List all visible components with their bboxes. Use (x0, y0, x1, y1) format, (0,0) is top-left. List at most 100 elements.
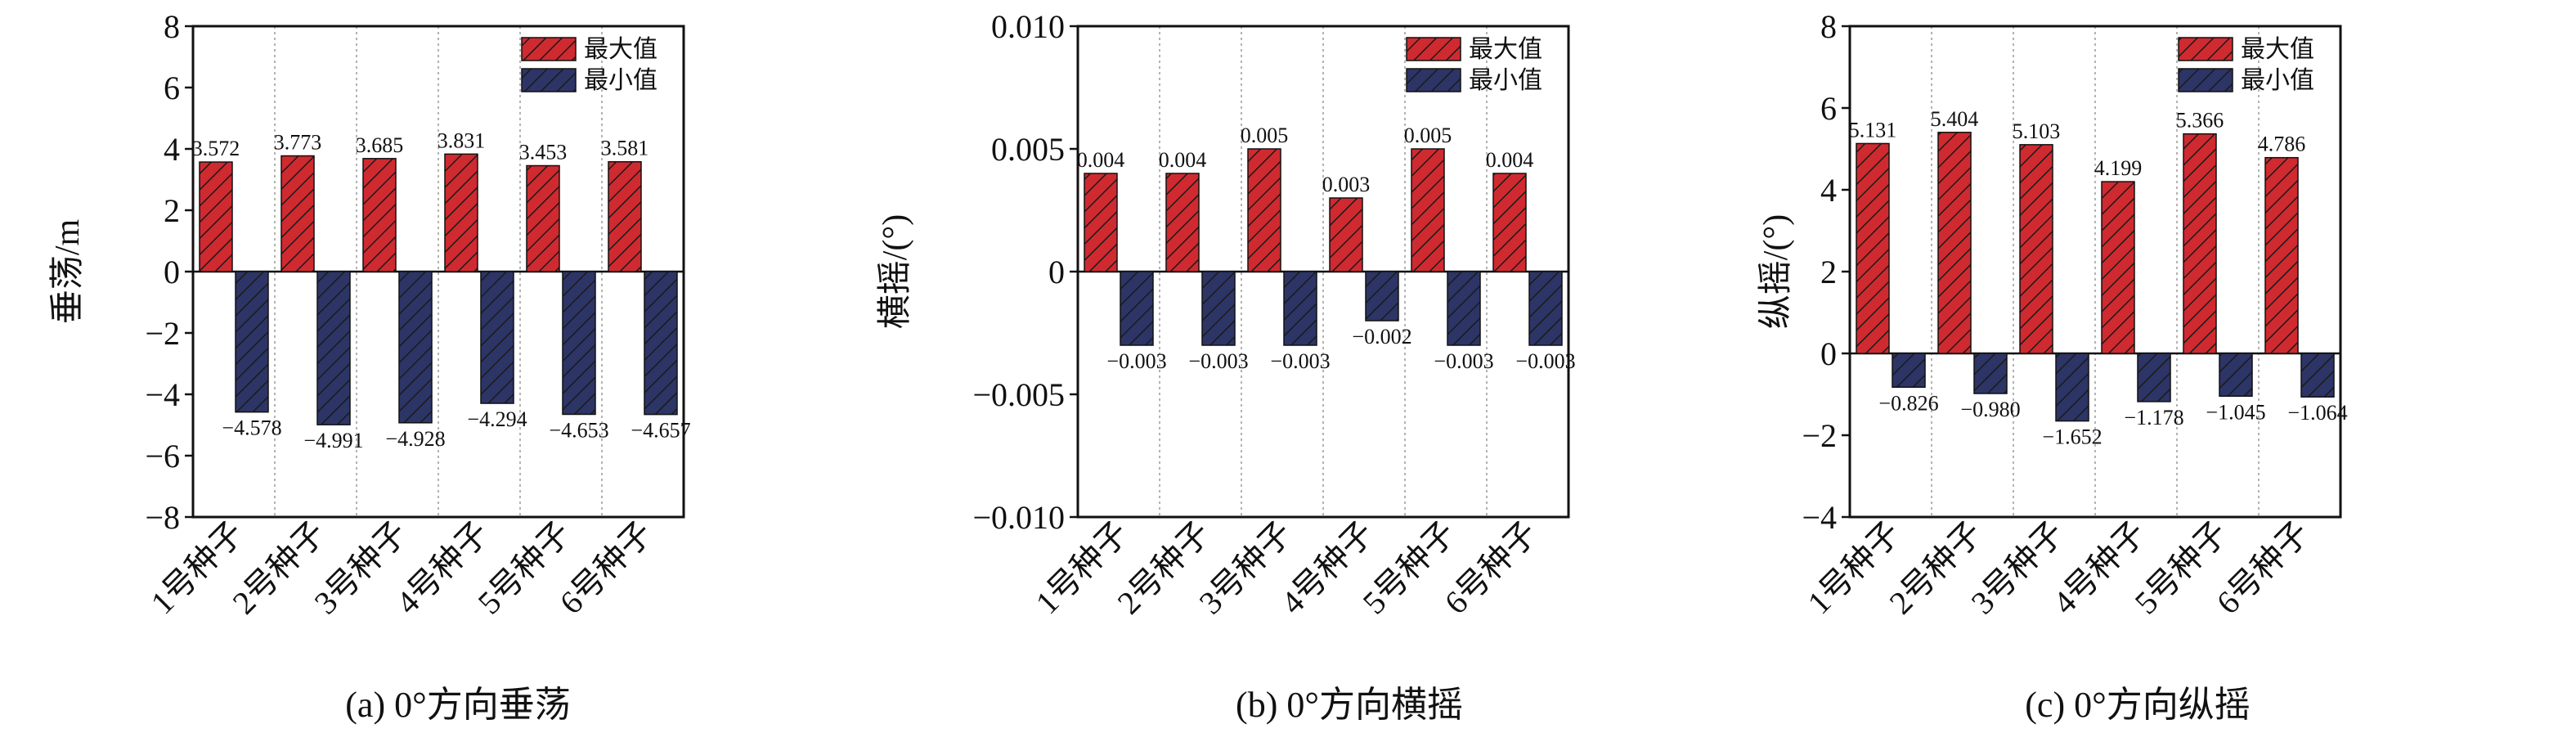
data-label: −0.003 (1270, 349, 1330, 373)
bar-max (2019, 144, 2053, 354)
bar-min (316, 271, 351, 425)
bar-max (608, 160, 642, 272)
bar-max (1492, 173, 1527, 272)
y-axis-title: 垂荡/m (49, 219, 87, 325)
bar-max (2101, 181, 2135, 354)
data-label: −4.294 (467, 407, 527, 431)
data-label: 5.366 (2176, 109, 2224, 133)
data-label: 5.131 (1849, 118, 1897, 142)
data-label: −4.928 (385, 427, 445, 451)
data-label: −4.653 (549, 418, 608, 442)
bar-max (2264, 156, 2299, 354)
data-label: −0.003 (1188, 349, 1248, 373)
bar-min (1892, 353, 1926, 389)
bar-min (2055, 353, 2089, 422)
data-label: −4.578 (222, 416, 281, 440)
legend-swatch-max (521, 37, 577, 61)
panel-caption: (c) 0°方向纵摇 (2025, 685, 2250, 725)
data-label: −1.045 (2206, 400, 2265, 424)
data-label: −0.003 (1515, 349, 1575, 373)
bar-min (1973, 353, 2008, 394)
bar-min (1283, 271, 1317, 346)
data-label: −0.003 (1106, 349, 1166, 373)
data-label: 4.786 (2258, 133, 2306, 156)
legend-label: 最大值 (584, 36, 657, 63)
data-label: −0.003 (1434, 349, 1493, 373)
bar-max (2183, 133, 2217, 354)
y-tick-label: 0 (1820, 335, 1837, 372)
bar-min (398, 271, 433, 424)
y-tick-label: −8 (145, 499, 180, 536)
data-label: −1.652 (2042, 425, 2102, 449)
data-label: −1.178 (2124, 406, 2183, 429)
legend-label: 最大值 (1469, 36, 1542, 63)
y-tick-label: 4 (164, 131, 180, 168)
legend-label: 最小值 (1469, 67, 1542, 94)
y-tick-label: −4 (1802, 499, 1837, 536)
bar-min (1201, 271, 1236, 346)
bar-min (2300, 353, 2335, 398)
bar-min (2219, 353, 2253, 397)
bar-max (1084, 173, 1118, 272)
y-tick-label: 0 (164, 254, 180, 290)
y-tick-label: 0.010 (991, 8, 1065, 45)
y-tick-label: 6 (1820, 90, 1837, 127)
bar-max (1937, 132, 1972, 354)
bar-min (562, 271, 596, 416)
data-label: 0.004 (1159, 148, 1207, 172)
data-label: 3.572 (192, 137, 240, 160)
y-tick-label: 0.005 (991, 131, 1065, 168)
data-label: 3.581 (601, 137, 649, 160)
y-axis-title: 横摇/(°) (877, 214, 914, 329)
y-tick-label: 8 (1820, 8, 1837, 45)
bar-min (1365, 271, 1399, 322)
x-tick-label: 6号种子 (1438, 515, 1545, 622)
data-label: 0.004 (1077, 148, 1125, 172)
data-label: 5.404 (1931, 107, 1979, 131)
panel-heave: 3.572 3.773 3.685 3.831 3.453 3.581 −4.578 −4.9… (49, 8, 691, 725)
data-label: −0.002 (1352, 325, 1411, 349)
bar-max (1411, 148, 1445, 272)
data-label: 3.773 (274, 131, 322, 155)
data-label: −1.064 (2287, 401, 2347, 425)
legend-label: 最大值 (2241, 36, 2314, 63)
x-tick-label: 6号种子 (553, 515, 660, 622)
y-tick-label: 8 (164, 8, 180, 45)
bar-max (362, 158, 397, 272)
legend-swatch-min (2178, 68, 2233, 92)
bar-min (1528, 271, 1563, 346)
bar-max (1856, 142, 1890, 354)
legend-swatch-max (1406, 37, 1461, 61)
y-axis-title: 纵摇/(°) (1757, 214, 1795, 329)
bar-min (480, 271, 514, 404)
bar-max (280, 155, 315, 272)
data-label: −4.991 (303, 429, 363, 452)
data-label: 3.453 (519, 141, 568, 164)
data-label: 3.685 (356, 133, 404, 157)
x-tick-label: 6号种子 (2210, 515, 2317, 622)
y-tick-label: 4 (1820, 172, 1837, 209)
bar-max (444, 153, 478, 272)
bar-max (199, 161, 233, 272)
data-label: 0.003 (1322, 173, 1371, 196)
data-label: 0.005 (1241, 124, 1289, 147)
bar-max (1165, 173, 1200, 272)
y-tick-label: 0 (1048, 254, 1065, 290)
data-label: 0.005 (1404, 124, 1452, 147)
data-label: 5.103 (2013, 119, 2061, 143)
y-tick-label: 6 (164, 70, 180, 106)
panel-pitch: 5.131 5.404 5.103 4.199 5.366 4.786 −0.826 −0.9… (1757, 8, 2348, 725)
data-label: 3.831 (438, 128, 486, 152)
panel-roll: 0.004 0.004 0.005 0.003 0.005 0.004 −0.003 −0.0… (877, 8, 1576, 725)
data-label: −4.657 (631, 419, 690, 443)
bar-max (1329, 197, 1363, 272)
y-tick-label: 2 (1820, 254, 1837, 290)
y-tick-label: −6 (145, 438, 180, 474)
bar-min (1120, 271, 1154, 346)
bar-min (1447, 271, 1481, 346)
y-tick-label: −2 (145, 315, 180, 352)
panel-caption: (a) 0°方向垂荡 (345, 685, 570, 725)
y-tick-label: −2 (1802, 417, 1837, 454)
data-label: −0.980 (1960, 398, 2020, 421)
legend-swatch-min (521, 68, 577, 92)
